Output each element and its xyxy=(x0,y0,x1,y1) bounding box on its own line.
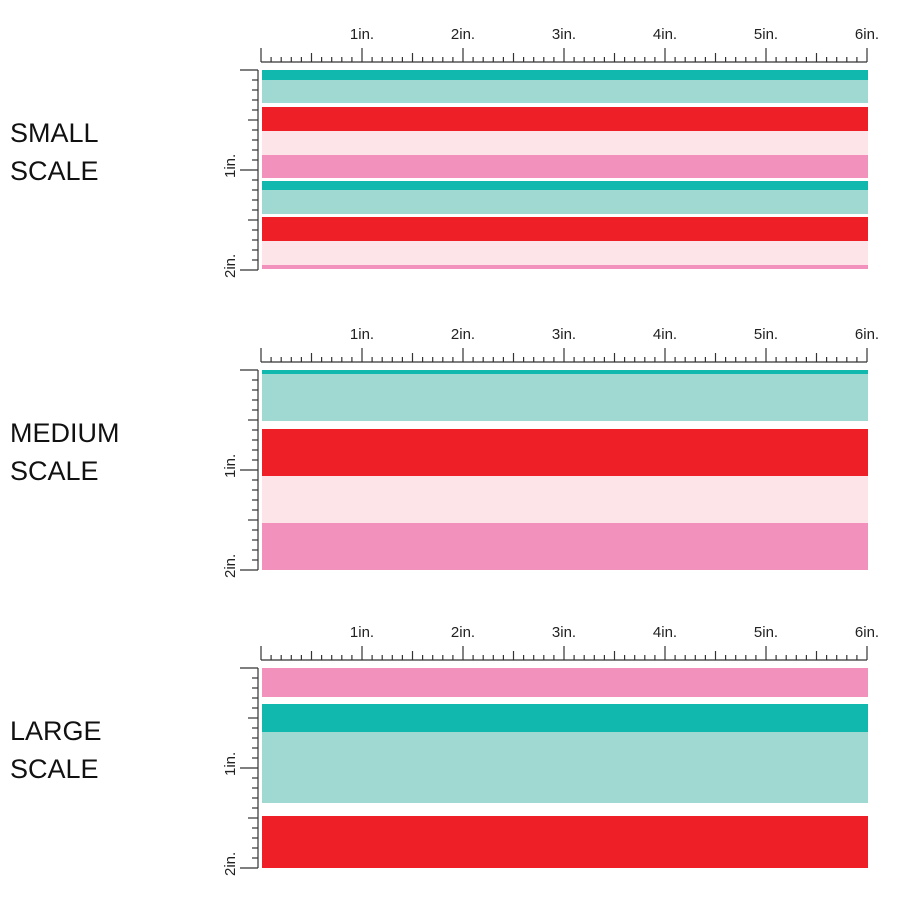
stripe xyxy=(262,241,868,265)
stripe xyxy=(262,181,868,190)
ruler-label: 4in. xyxy=(653,326,677,343)
stripe xyxy=(262,816,868,868)
ruler-label: 1in. xyxy=(222,154,239,178)
stripe xyxy=(262,217,868,241)
ruler-label: 6in. xyxy=(855,624,879,641)
ruler-label: 2in. xyxy=(451,326,475,343)
stripe xyxy=(262,131,868,155)
ruler-label: 1in. xyxy=(350,624,374,641)
ruler-label: 2in. xyxy=(222,254,239,278)
scale-label: LARGE xyxy=(10,716,102,746)
ruler-label: 5in. xyxy=(754,624,778,641)
stripe xyxy=(262,704,868,732)
stripe xyxy=(262,374,868,421)
ruler-label: 6in. xyxy=(855,326,879,343)
stripe xyxy=(262,476,868,523)
scale-label: SCALE xyxy=(10,754,99,784)
ruler-label: 3in. xyxy=(552,624,576,641)
ruler-label: 5in. xyxy=(754,326,778,343)
ruler-label: 2in. xyxy=(222,852,239,876)
scale-label: MEDIUM xyxy=(10,418,120,448)
stripe xyxy=(262,370,868,374)
stripe xyxy=(262,523,868,570)
ruler-label: 1in. xyxy=(222,454,239,478)
ruler-label: 5in. xyxy=(754,26,778,43)
ruler-label: 2in. xyxy=(451,26,475,43)
ruler-label: 3in. xyxy=(552,326,576,343)
ruler-label: 4in. xyxy=(653,624,677,641)
ruler-label: 1in. xyxy=(222,752,239,776)
stripe xyxy=(262,732,868,803)
scale-label: SCALE xyxy=(10,156,99,186)
stripe xyxy=(262,265,868,269)
ruler-label: 4in. xyxy=(653,26,677,43)
ruler-label: 1in. xyxy=(350,326,374,343)
stripe xyxy=(262,668,868,697)
scale-label: SMALL xyxy=(10,118,99,148)
ruler-label: 2in. xyxy=(451,624,475,641)
stripe xyxy=(262,107,868,131)
ruler-label: 6in. xyxy=(855,26,879,43)
stripe xyxy=(262,429,868,476)
ruler-label: 1in. xyxy=(350,26,374,43)
scale-label: SCALE xyxy=(10,456,99,486)
stripe xyxy=(262,155,868,178)
ruler-label: 2in. xyxy=(222,554,239,578)
stripe xyxy=(262,80,868,103)
ruler-label: 3in. xyxy=(552,26,576,43)
stripe xyxy=(262,70,868,80)
stripe xyxy=(262,190,868,214)
